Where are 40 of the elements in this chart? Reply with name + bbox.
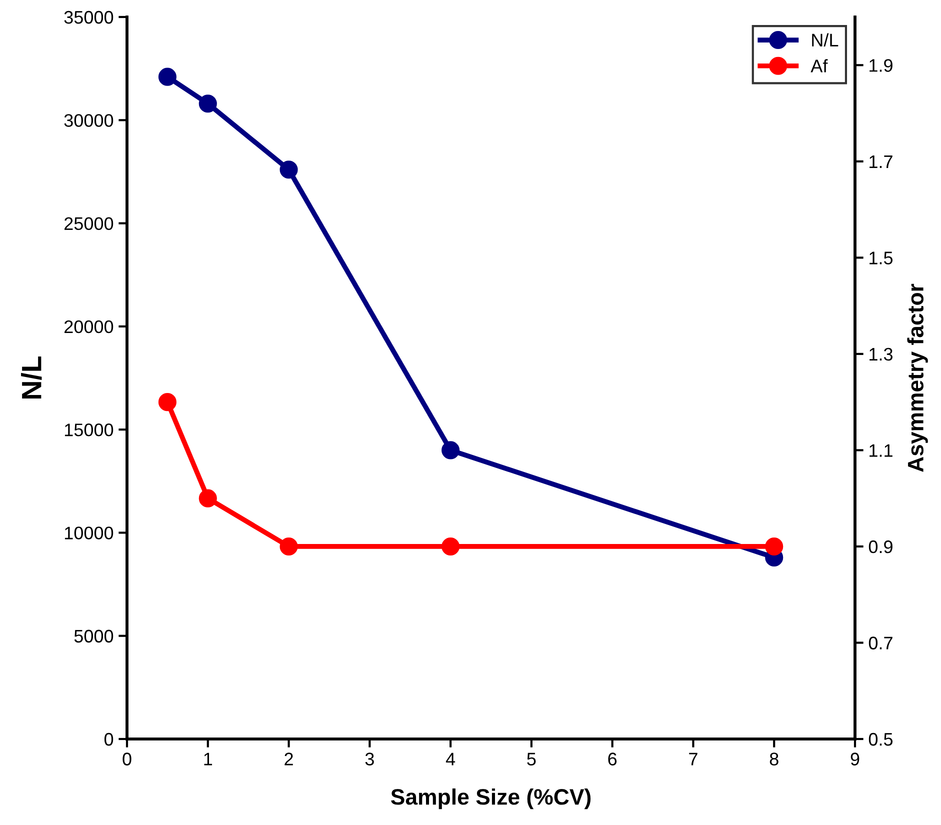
x-tick-label: 0 [122,752,132,766]
x-tick-label: 2 [284,752,293,766]
y2-tick-label: 1.7 [870,156,892,168]
point [158,68,176,86]
y2-tick-label: 1.9 [870,59,892,72]
y2-tick-label: 1.3 [870,348,892,361]
point [442,537,460,556]
y2-tick-label: 0.5 [868,732,893,746]
y2-tick-label: 1.1 [870,444,892,457]
point [158,393,176,412]
y-tick-label: 30000 [64,114,114,127]
point [765,537,784,556]
y2-tick-label: 1.5 [870,252,893,264]
legend-label: N/L [812,33,838,47]
point [442,441,460,460]
x-tick-label: 4 [446,752,456,766]
point [280,160,298,179]
x-tick-label: 7 [689,752,698,766]
y-tick-label: 10000 [64,526,114,540]
y-tick-label: 0 [104,732,114,746]
y2-tick-label: 0.9 [868,540,892,554]
x-tick-label: 9 [850,752,860,766]
y-axis-title: N/L [21,356,42,399]
point [198,94,217,113]
y2-axis-title: Asymmetry factor [907,284,928,472]
x-tick-label: 1 [204,752,212,766]
y-tick-label: 25000 [64,217,114,230]
x-tick-label: 5 [527,752,536,766]
y-tick-label: 35000 [64,10,114,24]
x-tick-label: 8 [770,752,778,766]
x-axis-title: Sample Size (%CV) [390,788,591,810]
x-tick-label: 6 [608,752,617,766]
y-tick-label: 15000 [64,424,114,436]
y-tick-label: 20000 [64,320,114,334]
point [280,537,298,556]
y-tick-label: 5000 [74,630,114,643]
legend-label: Af [810,59,828,72]
point [198,489,217,508]
x-tick-label: 3 [365,752,374,766]
y2-tick-label: 0.7 [868,636,892,650]
